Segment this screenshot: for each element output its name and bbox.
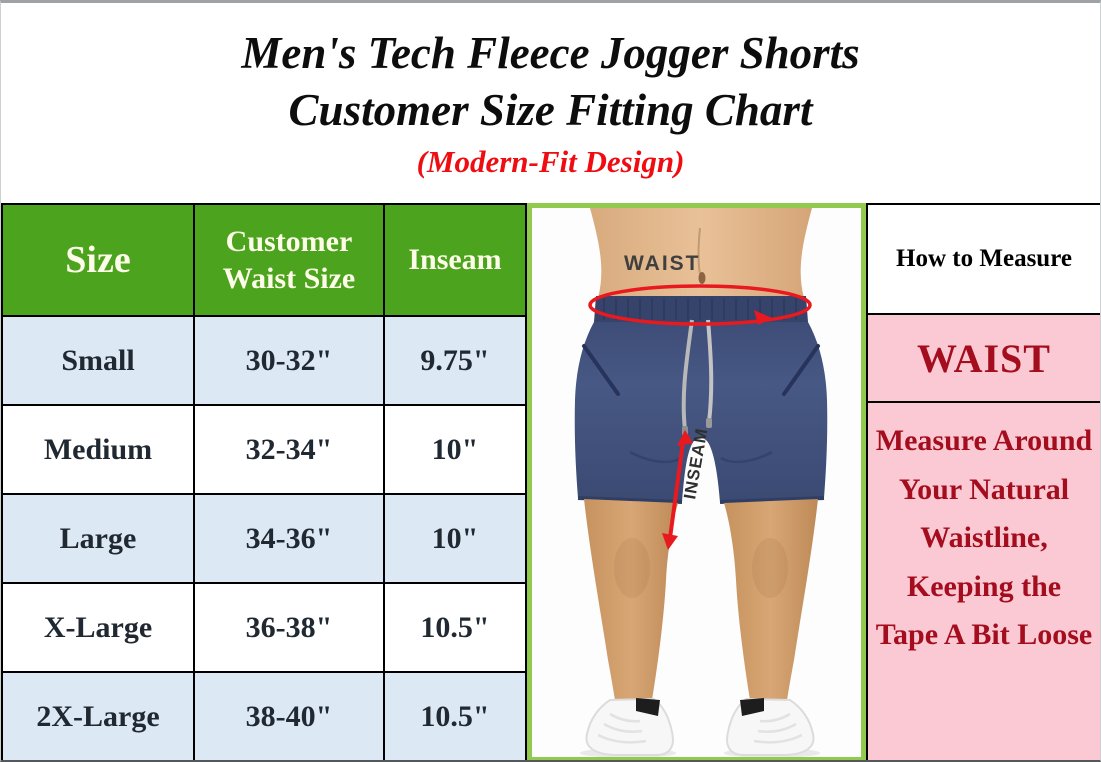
page-title-line1: Men's Tech Fleece Jogger Shorts: [241, 28, 860, 78]
size-cell: 2X-Large: [1, 671, 195, 760]
waist-cell: 36-38": [193, 582, 385, 673]
waist-measurement-ellipse: [588, 284, 812, 326]
column-header-waist: Customer Waist Size: [193, 203, 385, 317]
chart-header: Men's Tech Fleece Jogger Shorts Customer…: [1, 3, 1100, 203]
size-table-header: Size Customer Waist Size Inseam: [1, 203, 527, 317]
inseam-measurement-arrow: [668, 441, 685, 539]
model-torso: [590, 208, 812, 298]
right-pocket-zip: [782, 344, 820, 396]
column-header-inseam: Inseam: [383, 203, 527, 317]
size-cell: Small: [1, 315, 195, 406]
table-row-xlarge: X-Large 36-38" 10.5": [1, 582, 527, 673]
size-table: Size Customer Waist Size Inseam Small 30…: [1, 203, 527, 760]
table-row-medium: Medium 32-34" 10": [1, 404, 527, 495]
size-cell: Medium: [1, 404, 195, 495]
size-cell: Large: [1, 493, 195, 584]
drawstring-right: [706, 319, 714, 423]
jogger-shorts: [574, 296, 828, 504]
page-title-line2: Customer Size Fitting Chart: [288, 84, 813, 135]
column-header-size: Size: [1, 203, 195, 317]
inseam-cell: 9.75": [383, 315, 527, 406]
waist-cell: 34-36": [193, 493, 385, 584]
how-to-measure-heading: How to Measure: [866, 203, 1100, 315]
inseam-cell: 10": [383, 493, 527, 584]
drawstring-left: [681, 319, 694, 431]
waist-photo-label: WAIST: [624, 252, 701, 275]
inseam-cell: 10.5": [383, 582, 527, 673]
inseam-cell: 10.5": [383, 671, 527, 760]
waist-annotation: WAIST: [588, 252, 812, 326]
table-row-2xlarge: 2X-Large 38-40" 10.5": [1, 671, 527, 760]
measurement-photo: WAIST INSEAM: [527, 203, 866, 760]
inseam-cell: 10": [383, 404, 527, 495]
how-to-measure-panel: How to Measure WAIST Measure Around Your…: [866, 203, 1100, 760]
table-row-small: Small 30-32" 9.75": [1, 315, 527, 406]
waist-cell: 32-34": [193, 404, 385, 495]
waist-cell: 30-32": [193, 315, 385, 406]
left-pocket-zip: [582, 344, 620, 396]
waist-cell: 38-40": [193, 671, 385, 760]
table-row-large: Large 34-36" 10": [1, 493, 527, 584]
size-cell: X-Large: [1, 582, 195, 673]
page-subtitle: (Modern-Fit Design): [416, 144, 685, 180]
chart-body: Size Customer Waist Size Inseam Small 30…: [1, 203, 1100, 760]
white-sneakers: [580, 697, 820, 757]
waist-arrowhead: [754, 310, 772, 325]
waist-measure-instructions: Measure Around Your Natural Waistline, K…: [866, 403, 1100, 760]
waist-section-title: WAIST: [866, 315, 1100, 403]
model-legs: [584, 499, 818, 700]
model-photo-illustration: WAIST INSEAM: [532, 208, 861, 757]
